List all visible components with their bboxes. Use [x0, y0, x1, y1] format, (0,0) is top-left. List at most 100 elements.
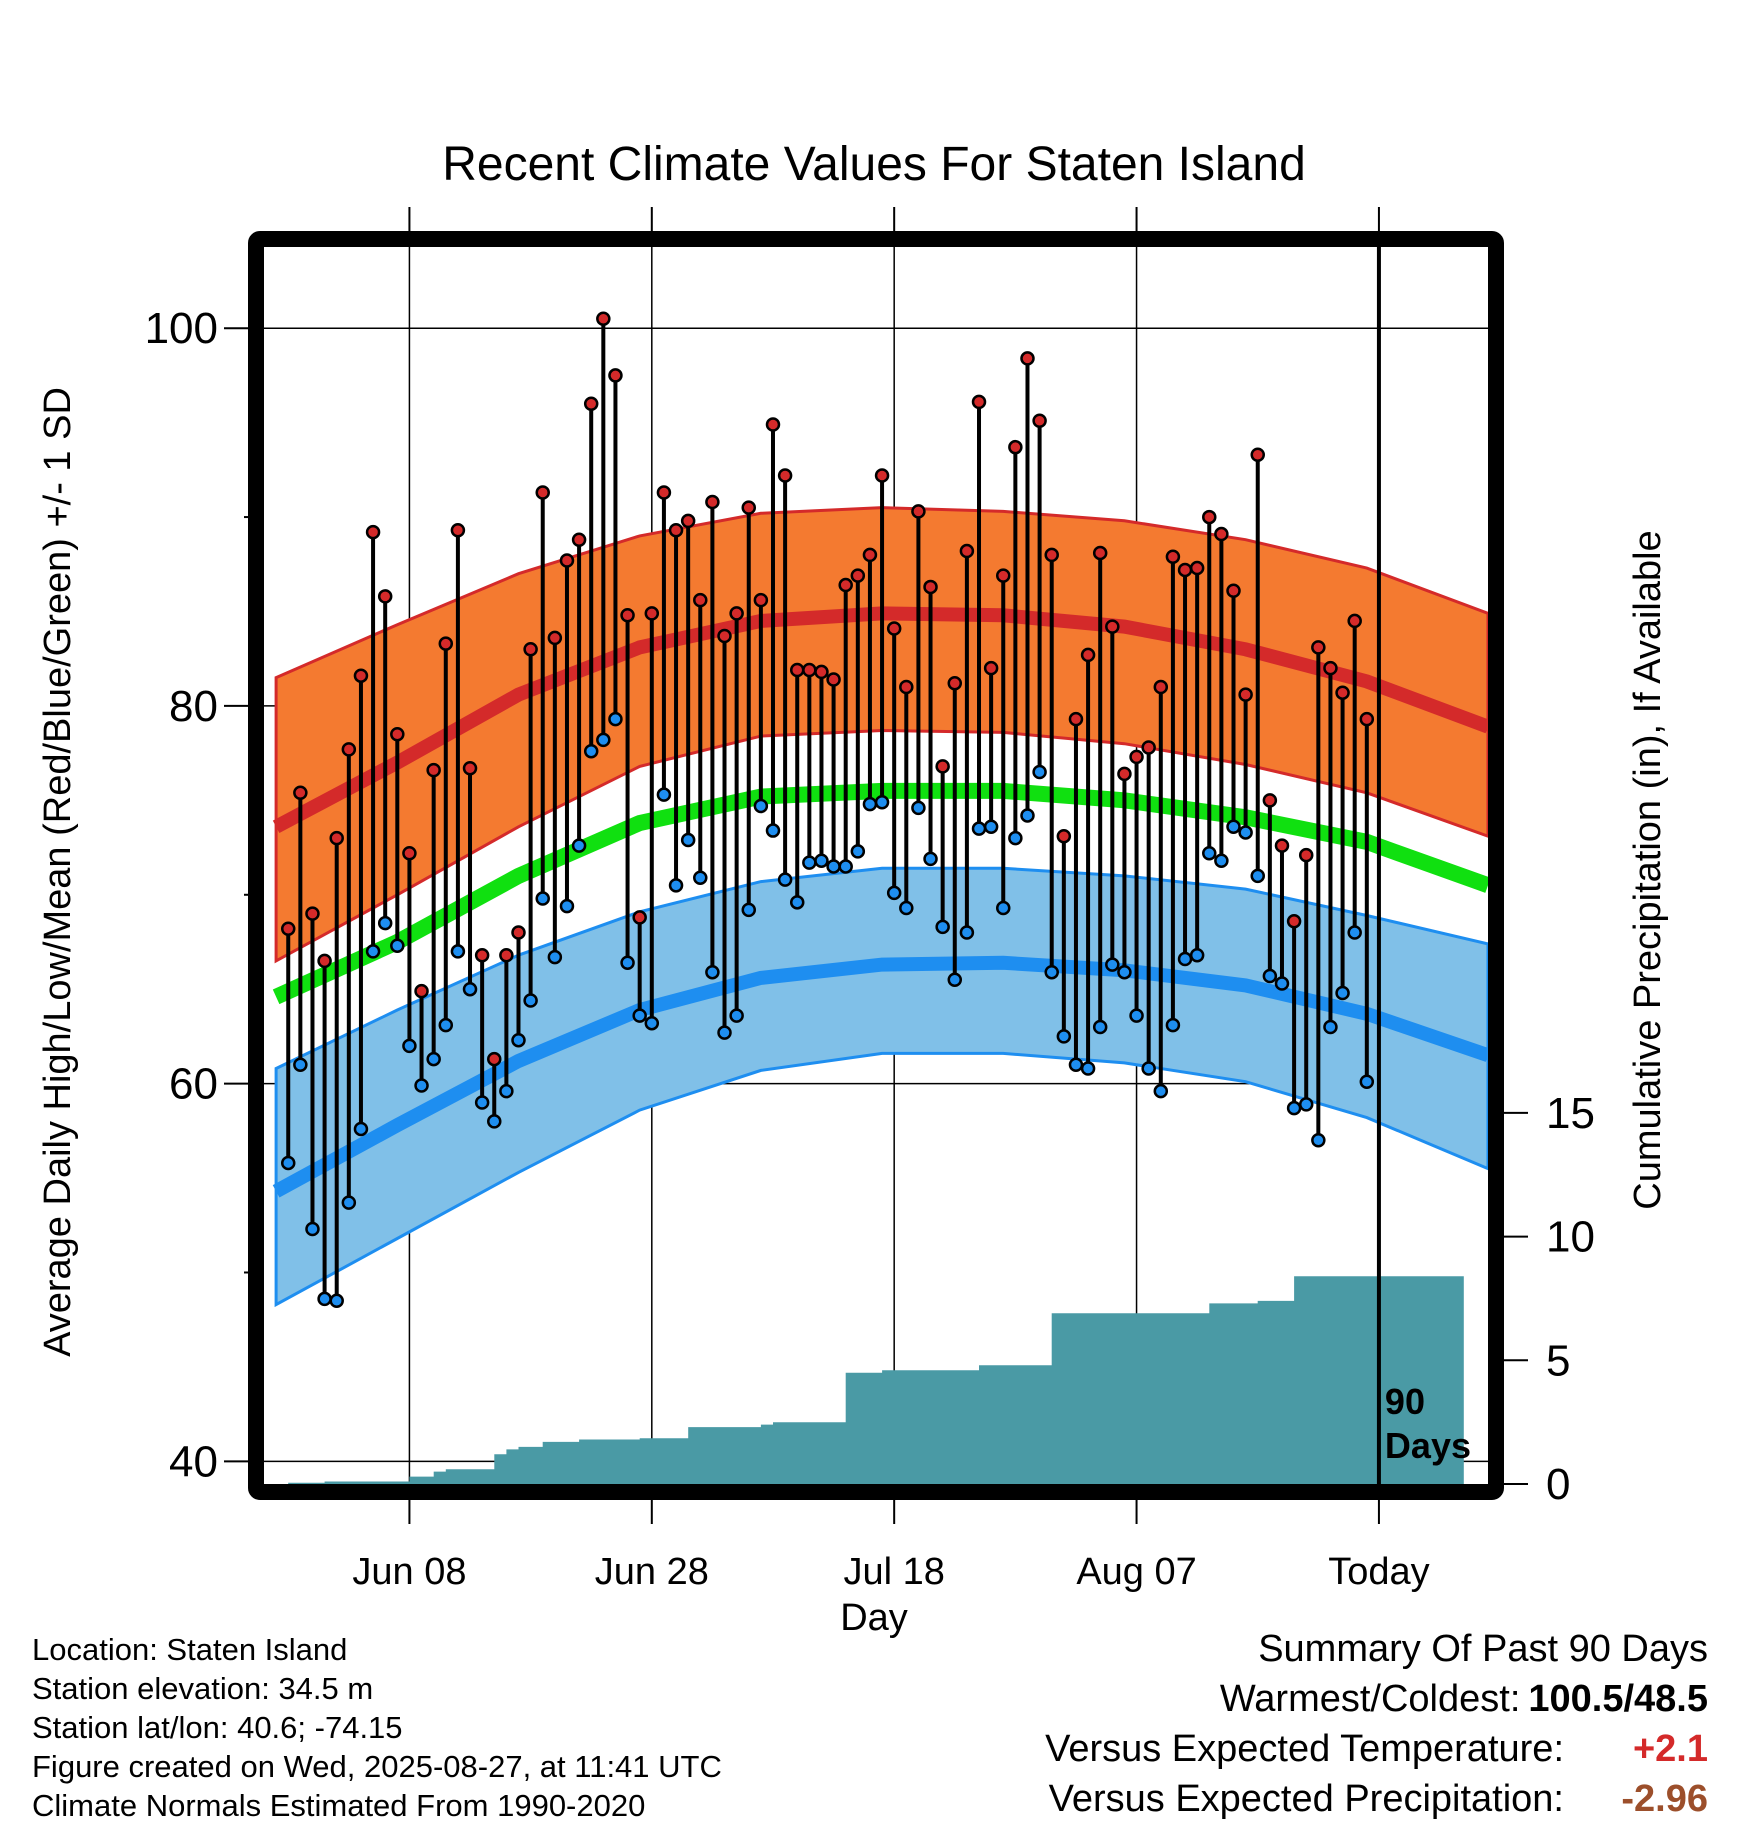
daily-high-point [765, 417, 781, 432]
y-axis-label-right: Cumulative Precipitation (in), If Availa… [1627, 530, 1669, 1209]
daily-high-point [1032, 413, 1047, 428]
daily-high-point [705, 494, 720, 510]
y-axis-label-left: Average Daily High/Low/Mean (Red/Blue/Gr… [37, 387, 79, 1357]
daily-high-point [1165, 549, 1181, 564]
daily-low-point [535, 891, 550, 906]
daily-low-point [802, 855, 817, 870]
daily-low-point [899, 900, 914, 916]
x-tick-label: Today [1328, 1551, 1429, 1593]
daily-high-point [680, 513, 696, 529]
daily-high-point [1105, 619, 1120, 634]
daily-high-point [959, 543, 975, 559]
daily-low-point [583, 743, 599, 759]
daily-low-point [438, 1017, 454, 1033]
daily-high-point [717, 628, 732, 644]
daily-high-point [693, 592, 708, 608]
daily-low-point [777, 872, 793, 887]
daily-low-point [765, 823, 781, 838]
daily-low-point [850, 844, 866, 859]
daily-low-point [789, 895, 805, 910]
info-latlon: Station lat/lon: 40.6; -74.15 [32, 1710, 403, 1745]
daily-low-point [511, 1032, 526, 1048]
daily-high-point [995, 568, 1011, 583]
daily-high-point [899, 679, 914, 695]
daily-high-point [426, 762, 441, 778]
daily-high-point [608, 368, 623, 383]
daily-high-point [487, 1051, 502, 1067]
daily-low-point [983, 819, 999, 835]
station-info: Location: Staten Island Station elevatio… [32, 1630, 722, 1825]
daily-low-point [377, 915, 393, 931]
daily-low-point [390, 938, 405, 954]
daily-high-point [571, 532, 587, 547]
daily-high-point [753, 592, 769, 608]
daily-low-point [644, 1015, 660, 1031]
daily-low-point [474, 1095, 490, 1110]
daily-high-point [656, 485, 672, 500]
daily-high-point [1008, 439, 1023, 455]
daily-low-point [1274, 976, 1290, 991]
y-tick-label-right: 5 [1546, 1336, 1570, 1385]
daily-high-point [1202, 509, 1217, 525]
daily-high-point [1080, 647, 1096, 663]
daily-high-point [971, 394, 987, 410]
y-tick-label-left: 80 [169, 682, 218, 731]
daily-low-point [923, 851, 938, 867]
daily-high-point [1177, 562, 1193, 578]
daily-low-point [1323, 1019, 1338, 1035]
daily-high-point [317, 953, 332, 969]
daily-high-point [1141, 740, 1156, 755]
summary-temperature-label: Versus Expected Temperature: [1045, 1728, 1564, 1770]
daily-high-point [1262, 793, 1278, 808]
daily-low-point [911, 800, 926, 816]
x-axis-label: Day [840, 1597, 908, 1639]
daily-low-point [959, 925, 975, 940]
daily-high-point [305, 906, 320, 921]
daily-low-point [680, 832, 696, 848]
daily-low-point [462, 981, 478, 997]
daily-high-point [293, 785, 308, 801]
daily-low-point [365, 944, 381, 959]
precip-cumulative-area [288, 1276, 1464, 1484]
daily-high-point [874, 468, 890, 483]
daily-low-point [1056, 1029, 1072, 1044]
daily-high-point [1189, 560, 1205, 576]
daily-high-point [838, 577, 853, 593]
daily-high-point [620, 608, 635, 623]
daily-low-point [1359, 1074, 1375, 1089]
daily-low-point [947, 972, 963, 988]
daily-low-point [1189, 947, 1205, 963]
daily-high-point [1092, 545, 1108, 561]
daily-high-point [377, 589, 393, 604]
daily-low-point [1092, 1019, 1108, 1035]
daily-high-point [329, 830, 344, 846]
y-tick-label-right: 0 [1546, 1460, 1570, 1509]
axes: 40 60 80 100 0 5 10 15 Jun 08 Jun 28 Jul 18 Aug 07 T… [145, 207, 1595, 1593]
daily-low-point [693, 870, 708, 886]
info-created: Figure created on Wed, 2025-08-27, at 11… [32, 1749, 722, 1784]
daily-low-point [414, 1078, 429, 1093]
summary-precipitation-label: Versus Expected Precipitation: [1048, 1778, 1564, 1820]
daily-low-point [717, 1025, 732, 1040]
daily-low-point [571, 838, 587, 853]
info-normals: Climate Normals Estimated From 1990-2020 [32, 1788, 646, 1823]
daily-high-point [1056, 828, 1072, 844]
daily-low-point [862, 796, 878, 812]
daily-low-point [523, 993, 538, 1008]
daily-high-point [826, 672, 841, 687]
today-days-number: 90 [1385, 1381, 1425, 1422]
daily-low-point [487, 1114, 502, 1129]
daily-high-point [402, 845, 417, 861]
daily-high-point [814, 664, 829, 680]
daily-low-point [426, 1051, 441, 1067]
daily-low-point [874, 794, 890, 810]
daily-high-point [1298, 847, 1314, 863]
summary-precipitation-value: -2.96 [1621, 1778, 1708, 1820]
daily-high-point [1044, 547, 1059, 563]
daily-low-point [729, 1008, 744, 1023]
daily-low-point [1020, 808, 1035, 823]
daily-low-point [547, 949, 563, 965]
summary-precipitation: Versus Expected Precipitation: -2.96 [1045, 1774, 1708, 1824]
